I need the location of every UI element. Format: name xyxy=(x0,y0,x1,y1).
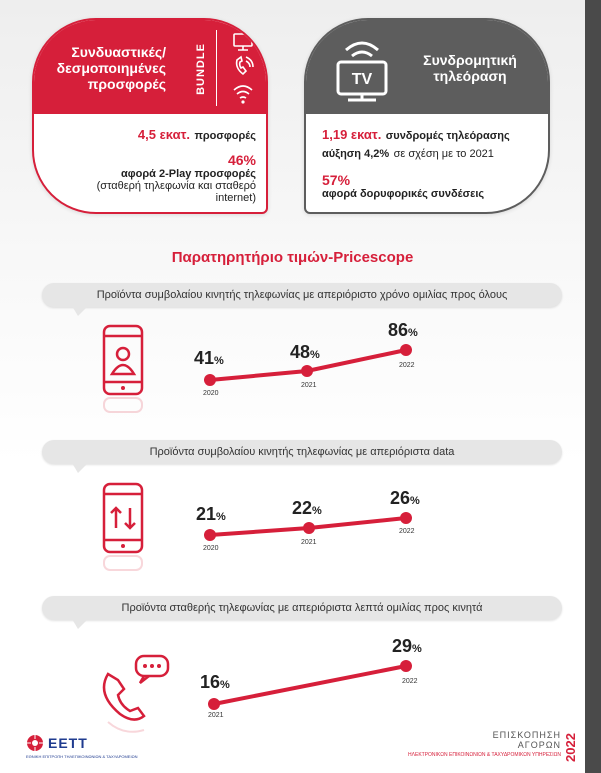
trend-1-value-2021: 48% xyxy=(290,342,320,362)
tv-satellite-percent: 57% xyxy=(322,172,351,188)
trend-1-year-2021: 2021 xyxy=(301,382,317,389)
bubble-tail xyxy=(72,619,88,629)
phone-user-icon xyxy=(98,324,148,419)
bundle-card-title: Συνδυαστικές/ δεσμοποιημένες προσφορές xyxy=(36,44,166,92)
tv-icon-label: TV xyxy=(352,71,373,88)
tv-card-body: 1,19 εκατ. συνδρομές τηλεόρασης αύξηση 4… xyxy=(306,114,548,212)
trend-3-year-2022: 2022 xyxy=(402,678,418,685)
trend-3-caption-bubble: Προϊόντα σταθερής τηλεφωνίας με απεριόρι… xyxy=(42,596,562,629)
publication-year-text: 2022 xyxy=(562,732,578,762)
bubble-tail xyxy=(72,463,88,473)
tv-increase-note: σε σχέση με το 2021 xyxy=(393,148,494,160)
trend-2-point-2022 xyxy=(400,512,412,524)
bundle-title-line1: Συνδυαστικές/ xyxy=(71,44,166,60)
tv-subscriptions-count: 1,19 εκατ. xyxy=(322,127,382,142)
tv-title-line1: Συνδρομητική xyxy=(423,52,517,68)
tv-icon: TV xyxy=(320,30,404,110)
tv-title-line2: τηλεόραση xyxy=(433,68,507,84)
trend-1-point-2021 xyxy=(301,365,313,377)
trend-3-point-2022 xyxy=(400,660,412,672)
bubble-tail xyxy=(72,306,88,316)
tv-graphic-icon: TV xyxy=(336,41,388,102)
bundle-icons xyxy=(228,28,258,108)
subscription-tv-card: TV Συνδρομητική τηλεόραση 1,19 εκατ. συν… xyxy=(304,18,550,214)
publication-line2: ΑΓΟΡΩΝ xyxy=(517,740,561,750)
trend-1-year-2020: 2020 xyxy=(203,390,219,397)
trend-2: 21% 2020 22% 2021 26% 2022 xyxy=(0,478,585,578)
trend-3-value-2021: 16% xyxy=(200,672,230,692)
tv-satellite-label: αφορά δορυφορικές συνδέσεις xyxy=(322,188,485,200)
trend-1-caption-bubble: Προϊόντα συμβολαίου κινητής τηλεφωνίας μ… xyxy=(42,283,562,316)
trend-1-value-2022: 86% xyxy=(388,320,418,340)
trend-3-value-2022: 29% xyxy=(392,636,422,656)
bundle-card-header: Συνδυαστικές/ δεσμοποιημένες προσφορές B… xyxy=(34,20,266,114)
bundle-2play-note-2: internet) xyxy=(215,192,256,204)
trend-1: 41% 2020 48% 2021 86% 2022 xyxy=(0,320,585,420)
bundle-offers-count: 4,5 εκατ. xyxy=(137,127,190,142)
trend-3-year-2021: 2021 xyxy=(208,712,224,719)
trend-1-value-2020: 41% xyxy=(194,348,224,368)
bundle-offers-card: Συνδυαστικές/ δεσμοποιημένες προσφορές B… xyxy=(32,18,268,214)
trend-3-caption: Προϊόντα σταθερής τηλεφωνίας με απεριόρι… xyxy=(121,602,483,614)
bundle-title-line3: προσφορές xyxy=(87,76,166,92)
trend-1-point-2020 xyxy=(204,374,216,386)
trend-2-value-2021: 22% xyxy=(292,498,322,518)
trend-2-caption: Προϊόντα συμβολαίου κινητής τηλεφωνίας μ… xyxy=(149,446,455,458)
trend-1-year-2022: 2022 xyxy=(399,362,415,369)
trend-1-line xyxy=(204,344,412,386)
bundle-badge-text: BUNDLE xyxy=(195,43,207,95)
trend-2-line xyxy=(204,512,412,541)
tv-increase: αύξηση 4,2% xyxy=(322,148,390,160)
trend-2-year-2022: 2022 xyxy=(399,528,415,535)
landline-chat-icon xyxy=(96,652,172,743)
bundle-2play-percent: 46% xyxy=(227,152,256,168)
trend-1-point-2022 xyxy=(400,344,412,356)
trend-3-line xyxy=(208,660,412,710)
publication-line3: ΗΛΕΚΤΡΟΝΙΚΩΝ ΕΠΙΚΟΙΝΩΝΙΩΝ & ΤΑΧΥΔΡΟΜΙΚΩΝ… xyxy=(408,752,561,758)
trend-1-caption: Προϊόντα συμβολαίου κινητής τηλεφωνίας μ… xyxy=(96,289,508,301)
eett-emblem-icon xyxy=(27,735,43,751)
trend-2-caption-bubble: Προϊόντα συμβολαίου κινητής τηλεφωνίας μ… xyxy=(42,440,562,473)
trend-2-point-2021 xyxy=(303,522,315,534)
trend-3: 16% 2021 29% 2022 xyxy=(0,632,585,733)
bundle-2play-label: αφορά 2-Play προσφορές xyxy=(121,168,256,180)
bundle-badge: BUNDLE xyxy=(190,30,212,108)
bundle-title-line2: δεσμοποιημένες xyxy=(56,60,166,76)
tv-subscriptions-label: συνδρομές τηλεόρασης xyxy=(385,130,510,142)
bundle-divider xyxy=(216,30,217,106)
bundle-services-icon xyxy=(233,33,254,104)
bundle-2play-note-1: (σταθερή τηλεφωνία και σταθερό xyxy=(96,180,256,192)
trend-3-point-2021 xyxy=(208,698,220,710)
trend-2-point-2020 xyxy=(204,529,216,541)
publication-year: 2022 xyxy=(562,730,578,764)
publication-label: ΕΠΙΣΚΟΠΗΣΗ ΑΓΟΡΩΝ ΗΛΕΚΤΡΟΝΙΚΩΝ ΕΠΙΚΟΙΝΩΝ… xyxy=(408,730,561,758)
trend-2-value-2022: 26% xyxy=(390,488,420,508)
bundle-card-body: 4,5 εκατ. προσφορές 46% αφορά 2-Play προ… xyxy=(34,114,266,212)
trend-2-year-2020: 2020 xyxy=(203,545,219,552)
eett-logo-text: ΕΕΤΤ xyxy=(48,735,88,751)
tv-card-header: TV Συνδρομητική τηλεόραση xyxy=(306,20,548,114)
right-edge-strip xyxy=(585,0,601,773)
bundle-offers-label: προσφορές xyxy=(194,130,256,142)
trend-2-value-2020: 21% xyxy=(196,504,226,524)
section-title: Παρατηρητήριο τιμών-Pricescope xyxy=(171,249,414,266)
phone-data-icon xyxy=(98,482,148,577)
eett-logo: ΕΕΤΤ xyxy=(26,734,88,752)
tv-card-title: Συνδρομητική τηλεόραση xyxy=(410,52,530,84)
publication-line1: ΕΠΙΣΚΟΠΗΣΗ xyxy=(492,730,561,740)
trend-2-year-2021: 2021 xyxy=(301,539,317,546)
eett-logo-subtitle: ΕΘΝΙΚΗ ΕΠΙΤΡΟΠΗ ΤΗΛΕΠΙΚΟΙΝΩΝΙΩΝ & ΤΑΧΥΔΡ… xyxy=(26,754,138,759)
